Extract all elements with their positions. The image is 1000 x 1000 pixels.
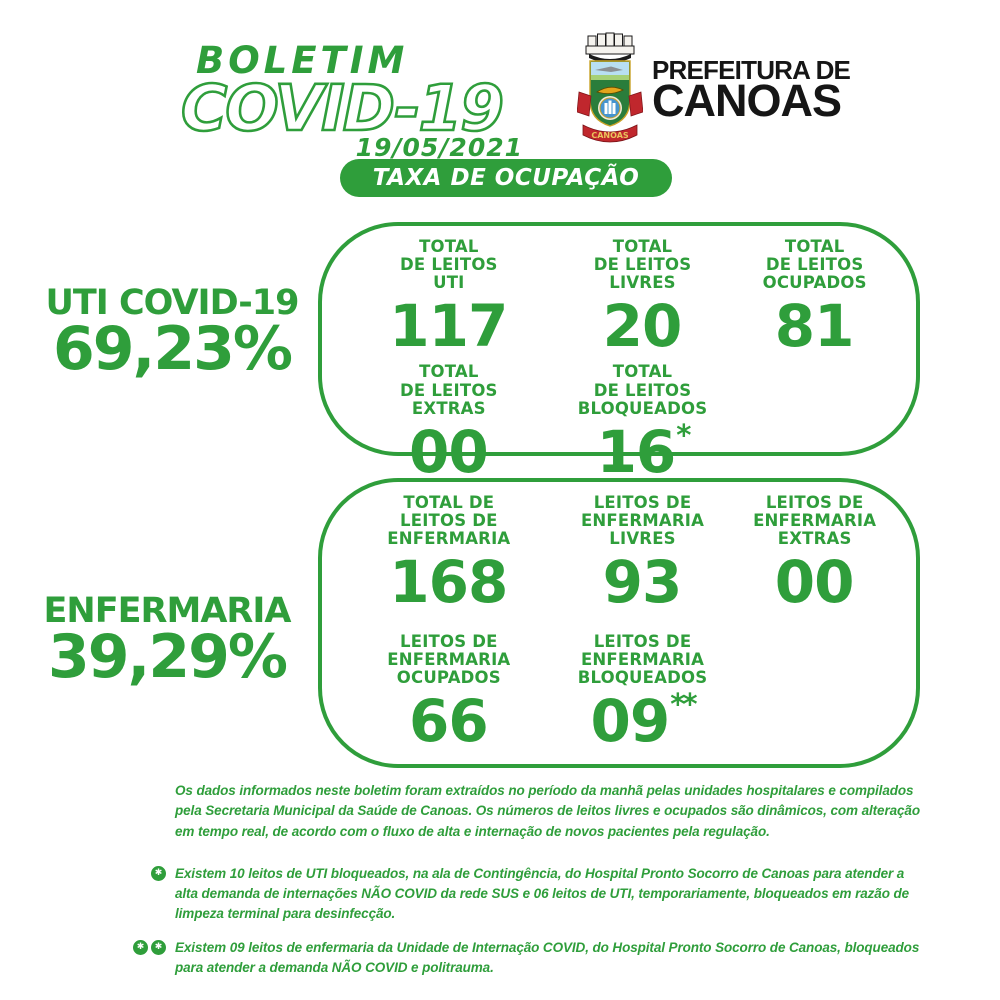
footnote-markers: ✱ ✱ [133,938,175,979]
ribbon-motto: CANOAS [591,131,629,140]
stat-value: 00 [408,417,489,486]
uti-stats-box: TOTAL DE LEITOS UTI 117 TOTAL DE LEITOS LIVR… [318,222,920,481]
stat-value: 00 [774,548,855,617]
canoas-coat-of-arms: CANOAS [577,32,643,143]
taxa-ocupacao-banner: TAXA DE OCUPAÇÃO [340,159,672,197]
asterisk-mark: ** [670,687,697,722]
stat-label: LEITOS DE ENFERMARIA BLOQUEADOS [577,632,708,688]
covid19-outline-title: COVID-19 [180,75,506,146]
footer-paragraph: Os dados informados neste boletim foram … [175,783,920,839]
uti-title: UTI COVID-19 [45,283,299,323]
footnote-text: Existem 10 leitos de UTI bloqueados, na … [175,865,910,922]
covid19-outline-text: COVID-19 [181,75,502,145]
stat-label: TOTAL DE LEITOS BLOQUEADOS [577,362,708,418]
bulletin-title: BOLETIM [196,39,409,82]
uti-section-label: UTI COVID-19 69,23% [28,283,316,384]
stat-value: 16* [596,417,692,486]
enfermaria-rate: 39,29% [48,622,288,692]
stat-cell-enf-extras: LEITOS DE ENFERMARIA EXTRAS 00 [739,493,890,625]
stat-cell-uti-extras: TOTAL DE LEITOS EXTRAS 00 [352,355,546,486]
stat-value: 20 [602,292,683,361]
stat-label: LEITOS DE ENFERMARIA LIVRES [580,493,705,549]
asterisk-mark: * [676,417,691,452]
footnote-single-asterisk: ✱ Existem 10 leitos de UTI bloqueados, n… [135,864,927,925]
stat-label: TOTAL DE LEITOS UTI [400,237,498,293]
asterisk-bullet-icon: ✱ [151,865,166,881]
stat-cell-enf-ocupados: LEITOS DE ENFERMARIA OCUPADOS 66 [352,625,546,756]
stat-label: TOTAL DE LEITOS EXTRAS [400,362,498,418]
stat-label: LEITOS DE ENFERMARIA EXTRAS [753,493,877,549]
stat-value: 66 [408,687,489,756]
stat-label: LEITOS DE ENFERMARIA OCUPADOS [387,632,511,688]
stat-cell-uti-total: TOTAL DE LEITOS UTI 117 [352,237,546,361]
empty-cell [739,625,890,756]
stat-value: 168 [389,548,508,617]
asterisk-bullet-icon: ✱ [133,939,148,955]
stat-value: 93 [602,548,683,617]
stat-cell-uti-ocupados: TOTAL DE LEITOS OCUPADOS 81 [739,237,890,361]
airplane-icon [595,66,623,72]
prefeitura-wordmark: PREFEITURA DE CANOAS [652,55,851,126]
footnote-markers: ✱ [135,864,175,925]
ribbon-band [582,124,638,143]
ribbon-tail-left [577,91,592,117]
enfermaria-title: ENFERMARIA [43,591,292,631]
footnote-text: Existem 09 leitos de enfermaria da Unida… [175,939,920,975]
stat-value: 09** [590,687,697,756]
stat-cell-uti-livres: TOTAL DE LEITOS LIVRES 20 [546,237,740,361]
shield-field-band [591,75,629,80]
footer-notes: Os dados informados neste boletim foram … [133,781,927,979]
org-line2: CANOAS [652,75,842,126]
stat-cell-uti-bloqueados: TOTAL DE LEITOS BLOQUEADOS 16* [546,355,740,486]
org-line1: PREFEITURA DE [652,55,851,85]
buildings-icon [604,100,616,114]
footnote-double-asterisk: ✱ ✱ Existem 09 leitos de enfermaria da U… [133,938,927,979]
enfermaria-stats-box: TOTAL DE LEITOS DE ENFERMARIA 168 LEITOS D… [318,478,920,768]
bulletin-date: 19/05/2021 [355,133,523,162]
uti-rate: 69,23% [53,314,293,384]
banner-label: TAXA DE OCUPAÇÃO [372,165,640,191]
stat-cell-enf-livres: LEITOS DE ENFERMARIA LIVRES 93 [546,493,740,625]
stat-label: TOTAL DE LEITOS OCUPADOS [762,237,867,293]
stat-label: TOTAL DE LEITOS DE ENFERMARIA [387,493,511,549]
bulletin-brand: BOLETIM COVID-19 19/05/2021 [178,42,523,160]
stat-label: TOTAL DE LEITOS LIVRES [593,237,692,293]
enfermaria-section-label: ENFERMARIA 39,29% [18,591,316,692]
ribbon-tail-right [628,91,643,117]
stat-value: 117 [389,292,508,361]
stat-value: 81 [774,292,855,361]
mural-crown-icon [585,32,635,55]
stat-cell-enf-bloqueados: LEITOS DE ENFERMARIA BLOQUEADOS 09** [546,625,740,756]
canoe-icon [596,86,624,94]
asterisk-bullet-icon: ✱ [151,939,166,955]
stat-cell-enf-total: TOTAL DE LEITOS DE ENFERMARIA 168 [352,493,546,625]
empty-cell [739,355,890,480]
